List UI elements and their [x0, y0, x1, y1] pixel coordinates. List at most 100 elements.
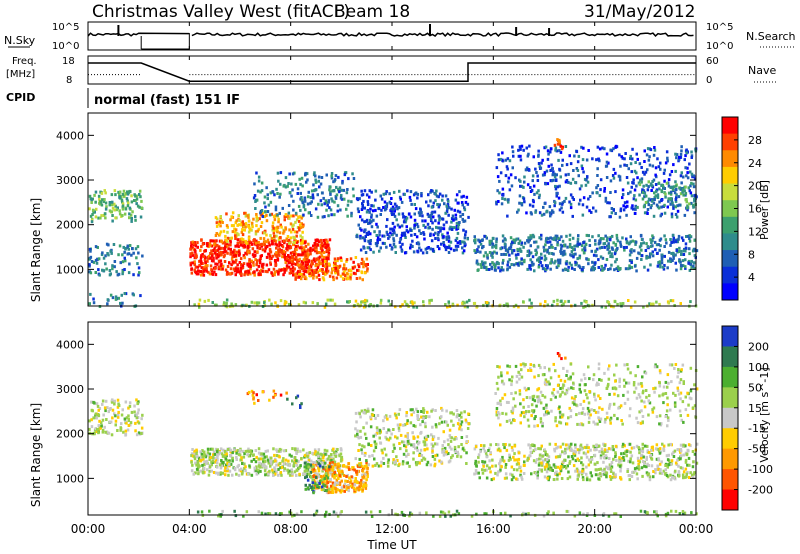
velocity-point [240, 456, 243, 460]
power-point [123, 250, 126, 254]
power-point [309, 201, 312, 205]
power-point [430, 212, 433, 216]
power-point [317, 179, 320, 183]
power-point [508, 265, 512, 269]
velocity-point [328, 465, 331, 469]
power-point [194, 250, 197, 254]
velocity-point [412, 457, 415, 461]
power-point [205, 269, 208, 273]
velocity-point [257, 447, 261, 451]
power-point [694, 249, 697, 253]
power-point [295, 218, 299, 222]
power-point [323, 242, 326, 245]
velocity-point [492, 477, 495, 481]
power-point [670, 212, 674, 216]
power-point [287, 214, 290, 218]
velocity-point [267, 472, 270, 476]
power-point [686, 208, 689, 212]
velocity-point [585, 443, 589, 447]
power-point [434, 231, 437, 235]
power-point [249, 241, 253, 245]
power-point [601, 256, 605, 260]
power-point [497, 266, 500, 270]
velocity-point [306, 455, 309, 459]
power-point [134, 218, 137, 222]
power-point [670, 241, 673, 244]
power-point [506, 248, 510, 252]
power-point [231, 260, 235, 264]
colorbar-tick-label: 16 [748, 203, 762, 216]
power-point [363, 189, 367, 193]
power-point [651, 180, 654, 183]
velocity-point [312, 491, 315, 495]
power-point [341, 272, 345, 276]
power-point [550, 167, 554, 171]
power-point [508, 188, 512, 192]
power-point [642, 241, 645, 245]
power-point [618, 178, 622, 182]
power-point [671, 188, 675, 192]
power-point [312, 183, 315, 187]
power-point [451, 214, 455, 218]
power-point [582, 196, 586, 200]
power-point [677, 157, 681, 161]
power-point [622, 208, 626, 212]
power-point [479, 250, 482, 254]
power-point [128, 206, 132, 210]
power-point [409, 215, 413, 219]
power-point [289, 271, 293, 275]
power-point [118, 192, 121, 196]
velocity-point [228, 469, 232, 473]
power-point [297, 219, 301, 223]
power-point [190, 271, 194, 275]
power-point [279, 236, 282, 239]
power-point [558, 258, 562, 262]
power-point [320, 247, 324, 250]
power-point [392, 237, 395, 241]
power-point [338, 186, 342, 190]
power-point [689, 300, 692, 304]
power-point [338, 190, 341, 194]
power-point [635, 152, 638, 156]
power-point [352, 271, 356, 275]
velocity-point [347, 489, 350, 493]
power-point [189, 252, 192, 256]
power-point [363, 206, 366, 210]
velocity-point [330, 457, 333, 461]
velocity-point [412, 445, 415, 448]
velocity-point [357, 488, 360, 492]
power-point [339, 196, 343, 200]
power-point [688, 234, 691, 238]
power-point [462, 219, 465, 223]
freq-tick-low: 8 [66, 75, 72, 86]
velocity-point [306, 478, 310, 482]
power-point [401, 242, 404, 246]
power-point [688, 237, 691, 240]
power-point [514, 303, 518, 307]
power-point [624, 152, 627, 155]
velocity-point [331, 468, 334, 472]
colorbar-swatch [722, 200, 738, 218]
power-point [321, 258, 324, 262]
velocity-point [199, 450, 202, 454]
power-point [306, 252, 309, 256]
velocity-point [336, 481, 340, 485]
velocity-point [127, 406, 130, 410]
power-point [618, 175, 622, 179]
power-point [203, 258, 207, 262]
velocity-point [304, 468, 308, 472]
power-point [315, 275, 319, 279]
velocity-point [211, 447, 214, 451]
power-point [333, 257, 337, 261]
power-point [549, 245, 553, 249]
power-point [434, 237, 437, 240]
power-point [558, 142, 561, 146]
power-point [254, 199, 258, 202]
power-point [278, 253, 281, 257]
power-point [299, 226, 303, 230]
power-point [447, 246, 450, 250]
power-point [616, 239, 620, 243]
power-point [526, 239, 529, 243]
power-point [445, 220, 448, 224]
velocity-point [566, 447, 569, 451]
